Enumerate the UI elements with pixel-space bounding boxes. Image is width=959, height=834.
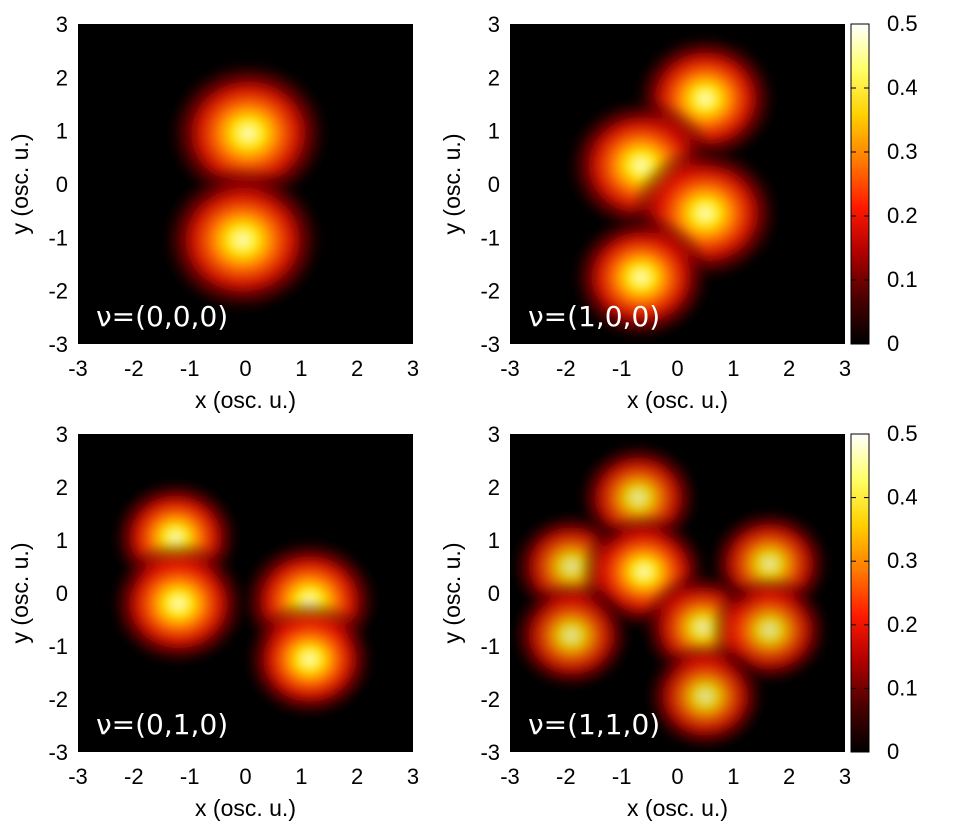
y-tick-label: 0 [488,172,500,197]
density-peak-4 [570,212,713,342]
x-tick-label: -1 [180,356,200,381]
x-tick-label: -2 [556,764,576,789]
colorbar-tick-label: 0.4 [887,75,918,100]
y-tick-label: -3 [48,332,68,357]
density-peak-4 [243,599,377,720]
y-tick-label: -1 [48,634,68,659]
density-peak-5 [510,579,633,692]
x-tick-label: 1 [727,356,739,381]
y-tick-label: 2 [488,65,500,90]
colorbar-tick-label: 0.1 [887,675,918,700]
y-tick-label: 3 [488,12,500,37]
colorbar-tick-label: 0.5 [887,11,918,36]
y-tick-label: 3 [488,422,500,447]
y-tick-label: 1 [56,528,68,553]
x-tick-label: 0 [671,764,683,789]
density-peak-2 [108,539,249,668]
x-tick-label: 2 [783,356,795,381]
x-tick-label: -1 [612,356,632,381]
y-tick-label: 2 [488,475,500,500]
density-peak-2 [160,165,326,315]
y-axis-label: y (osc. u.) [7,543,33,644]
y-tick-label: -2 [480,687,500,712]
colorbar-tick-label: 0 [887,739,899,764]
heatmap-panel-3: -3 -2 -1 0 1 2 3 3 2 1 0 -1 -2 -3 x (osc. u.) y (osc. u… [7,422,419,821]
y-tick-label: 2 [56,65,68,90]
x-tick-label: 1 [295,764,307,789]
colorbar-tick-label: 0.2 [887,203,918,228]
state-label: ν=(0,1,0) [96,708,228,741]
colorbar-tick-label: 0 [887,331,899,356]
x-tick-label: 3 [407,764,419,789]
state-label: ν=(1,0,0) [528,300,660,333]
y-tick-label: -3 [48,740,68,765]
x-tick-label: 0 [239,356,251,381]
y-tick-label: 3 [56,422,68,447]
x-tick-label: 2 [351,356,363,381]
colorbar-scale [850,23,870,345]
colorbar-tick-label: 0.4 [887,485,918,510]
x-tick-label: -3 [68,764,88,789]
y-axis-label: y (osc. u.) [439,134,465,235]
x-tick-label: -2 [556,356,576,381]
y-tick-label: 0 [56,172,68,197]
y-tick-label: -2 [48,687,68,712]
x-tick-label: 0 [239,764,251,789]
x-tick-label: -2 [124,764,144,789]
y-tick-label: 3 [56,12,68,37]
colorbar-tick-label: 0.3 [887,548,918,573]
y-tick-label: -1 [480,225,500,250]
colorbar-tick-label: 0.1 [887,267,918,292]
y-tick-label: 0 [56,581,68,606]
x-axis-label: x (osc. u.) [627,387,728,413]
y-tick-label: 2 [56,475,68,500]
y-tick-label: 1 [488,528,500,553]
x-tick-label: -3 [68,356,88,381]
x-tick-label: 1 [727,764,739,789]
colorbar-tick-label: 0.2 [887,612,918,637]
y-tick-label: -1 [48,225,68,250]
y-tick-label: -2 [480,279,500,304]
x-tick-label: 3 [407,356,419,381]
x-tick-label: 2 [783,764,795,789]
y-tick-label: 1 [56,119,68,144]
y-tick-label: -3 [480,740,500,765]
x-tick-label: -2 [124,356,144,381]
colorbar-scale [850,433,870,753]
y-axis-label: y (osc. u.) [439,543,465,644]
y-axis-label: y (osc. u.) [7,134,33,235]
y-tick-label: 1 [488,119,500,144]
state-label: ν=(0,0,0) [96,300,228,333]
heatmap-panel-4: -3 -2 -1 0 1 2 3 3 2 1 0 -1 -2 -3 x (osc. u.) y (osc. u… [439,422,851,821]
colorbar-tick-label: 0.3 [887,139,918,164]
x-tick-label: 3 [839,764,851,789]
x-tick-label: -1 [180,764,200,789]
y-tick-label: -2 [48,279,68,304]
colorbar: 0.5 0.4 0.3 0.2 0.1 0 [850,421,918,764]
x-tick-label: 1 [295,356,307,381]
x-tick-label: 0 [671,356,683,381]
colorbar: 0.5 0.4 0.3 0.2 0.1 0 [850,11,918,356]
x-tick-label: -1 [612,764,632,789]
x-tick-label: 3 [839,356,851,381]
x-axis-label: x (osc. u.) [627,795,728,821]
density-peak-8 [643,640,767,752]
colorbar-tick-label: 0.5 [887,421,918,446]
y-tick-label: -3 [480,332,500,357]
x-axis-label: x (osc. u.) [195,387,296,413]
x-tick-label: 2 [351,764,363,789]
y-tick-label: -1 [480,634,500,659]
x-tick-label: -3 [500,356,520,381]
x-tick-label: -3 [500,764,520,789]
density-peak-1 [165,58,331,208]
heatmap-panel-2: -3 -2 -1 0 1 2 3 3 2 1 0 -1 -2 -3 x (osc. u.) y (osc. u… [439,12,851,413]
y-tick-label: 0 [488,581,500,606]
heatmap-panel-1: -3 -2 -1 0 1 2 3 3 2 1 0 -1 -2 -3 x (osc. u.) y (osc. u… [7,12,419,413]
state-label: ν=(1,1,0) [528,708,660,741]
x-axis-label: x (osc. u.) [195,795,296,821]
